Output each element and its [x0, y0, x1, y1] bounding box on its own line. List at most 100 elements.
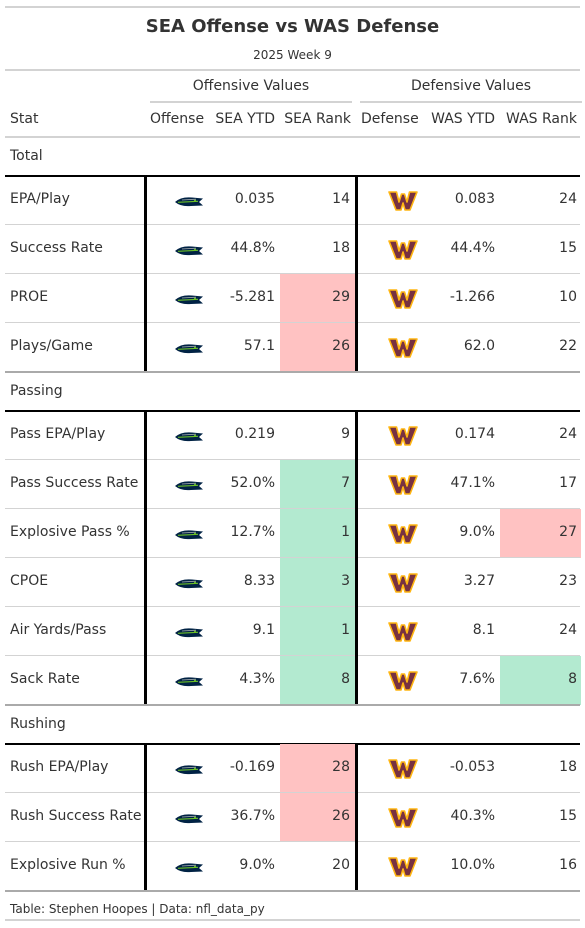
was-ytd-value: 7.6% [459, 671, 495, 687]
offense-divider [144, 411, 147, 704]
was-rank-value: 23 [559, 573, 577, 589]
sea-rank-value: 18 [332, 240, 350, 256]
sea-rank-value: 26 [332, 338, 350, 354]
stat-name: Rush EPA/Play [10, 759, 109, 775]
was-rank-value: 18 [559, 759, 577, 775]
sea-rank-value: 28 [332, 759, 350, 775]
sea-rank-highlight [280, 323, 355, 372]
row-rule [5, 606, 580, 607]
stat-name: PROE [10, 289, 49, 305]
was-rank-value: 8 [568, 671, 577, 687]
sea-ytd-value: 57.1 [243, 338, 275, 354]
seahawks-logo-icon [174, 527, 204, 546]
col-header-was-ytd: WAS YTD [431, 111, 495, 127]
stat-name: Explosive Run % [10, 857, 126, 873]
was-ytd-value: 47.1% [450, 475, 495, 491]
defense-divider [355, 744, 358, 890]
stat-name: Success Rate [10, 240, 103, 256]
defense-divider [355, 411, 358, 704]
was-ytd-value: 0.083 [454, 191, 495, 207]
stat-name: Air Yards/Pass [10, 622, 107, 638]
row-rule [5, 508, 580, 509]
defense-divider [355, 176, 358, 371]
source-note: Table: Stephen Hoopes | Data: nfl_data_p… [10, 902, 265, 916]
commanders-w-logo-icon [388, 621, 418, 647]
seahawks-logo-icon [174, 429, 204, 448]
sea-rank-highlight [280, 793, 355, 842]
commanders-w-logo-icon [388, 670, 418, 696]
stat-name: Explosive Pass % [10, 524, 130, 540]
col-header-sea-rank: SEA Rank [284, 111, 351, 127]
commanders-w-logo-icon [388, 758, 418, 784]
was-rank-value: 24 [559, 622, 577, 638]
stat-name: EPA/Play [10, 191, 70, 207]
stat-name: Sack Rate [10, 671, 80, 687]
commanders-w-logo-icon [388, 856, 418, 882]
row-rule [5, 792, 580, 793]
row-rule [5, 322, 580, 323]
offensive-values-spanner: Offensive Values [192, 78, 310, 94]
sea-rank-value: 8 [341, 671, 350, 687]
commanders-w-logo-icon [388, 288, 418, 314]
col-header-offense: Offense [150, 111, 205, 127]
sea-rank-value: 9 [341, 426, 350, 442]
was-ytd-value: -1.266 [449, 289, 495, 305]
row-rule [5, 919, 580, 921]
sea-ytd-value: -0.169 [229, 759, 275, 775]
was-ytd-value: 8.1 [472, 622, 495, 638]
seahawks-logo-icon [174, 762, 204, 781]
sea-ytd-value: 36.7% [230, 808, 275, 824]
offensive-spanner-rule [150, 101, 352, 103]
sea-rank-highlight [280, 607, 355, 656]
group-label-total: Total [10, 148, 43, 164]
col-header-defense: Defense [361, 111, 419, 127]
seahawks-logo-icon [174, 243, 204, 262]
sea-rank-value: 26 [332, 808, 350, 824]
was-rank-highlight [500, 656, 581, 705]
row-rule [5, 459, 580, 460]
top-rule [5, 6, 580, 8]
offense-divider [144, 744, 147, 890]
seahawks-logo-icon [174, 341, 204, 360]
was-rank-value: 27 [559, 524, 577, 540]
sea-ytd-value: 52.0% [230, 475, 275, 491]
sea-rank-value: 20 [332, 857, 350, 873]
seahawks-logo-icon [174, 292, 204, 311]
row-rule [5, 557, 580, 558]
seahawks-logo-icon [174, 478, 204, 497]
stat-name: CPOE [10, 573, 49, 589]
sea-rank-highlight [280, 460, 355, 509]
was-rank-value: 24 [559, 191, 577, 207]
was-rank-value: 24 [559, 426, 577, 442]
sea-rank-value: 1 [341, 622, 350, 638]
commanders-w-logo-icon [388, 425, 418, 451]
header-top-rule [5, 69, 580, 71]
defensive-values-spanner: Defensive Values [410, 78, 532, 94]
row-rule [5, 841, 580, 842]
col-header-was-rank: WAS Rank [506, 111, 577, 127]
header-bottom-rule [5, 136, 580, 138]
sea-rank-value: 3 [341, 573, 350, 589]
row-rule [5, 410, 580, 412]
was-ytd-value: 62.0 [463, 338, 495, 354]
row-rule [5, 273, 580, 274]
sea-rank-value: 29 [332, 289, 350, 305]
commanders-w-logo-icon [388, 190, 418, 216]
sea-rank-value: 7 [341, 475, 350, 491]
commanders-w-logo-icon [388, 523, 418, 549]
col-header-sea-ytd: SEA YTD [215, 111, 275, 127]
was-ytd-value: 40.3% [450, 808, 495, 824]
was-ytd-value: 10.0% [450, 857, 495, 873]
was-ytd-value: 3.27 [463, 573, 495, 589]
row-rule [5, 371, 580, 373]
was-ytd-value: -0.053 [449, 759, 495, 775]
was-rank-value: 15 [559, 240, 577, 256]
row-rule [5, 890, 580, 892]
commanders-w-logo-icon [388, 239, 418, 265]
stat-name: Rush Success Rate [10, 808, 142, 824]
seahawks-logo-icon [174, 576, 204, 595]
seahawks-logo-icon [174, 625, 204, 644]
was-ytd-value: 9.0% [459, 524, 495, 540]
sea-rank-highlight [280, 274, 355, 323]
was-rank-value: 17 [559, 475, 577, 491]
